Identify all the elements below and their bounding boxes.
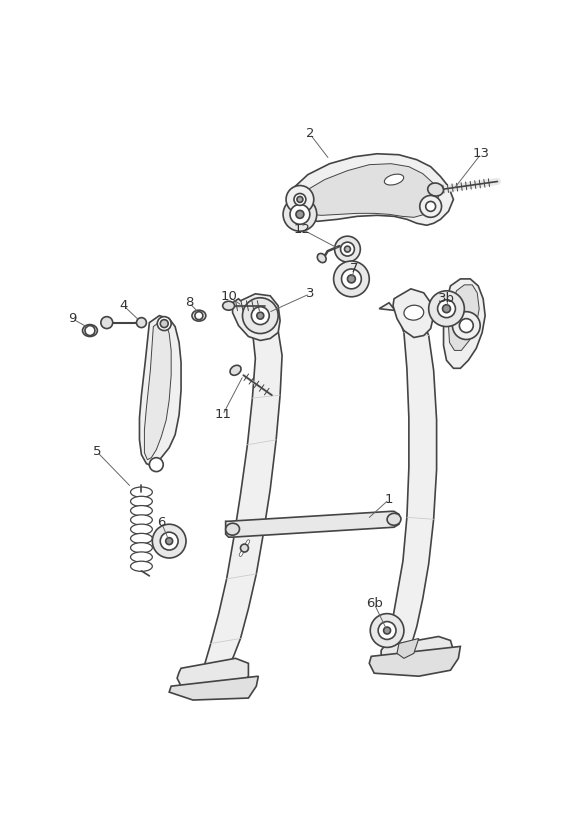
Text: 6b: 6b [366,597,382,611]
Circle shape [283,198,317,232]
Ellipse shape [131,552,152,562]
Ellipse shape [428,183,444,196]
Ellipse shape [404,305,424,321]
Text: 1: 1 [385,493,394,506]
Ellipse shape [223,302,234,310]
Ellipse shape [192,310,206,321]
Circle shape [294,194,306,205]
Polygon shape [393,289,434,338]
Text: 12: 12 [293,222,310,236]
Text: 13: 13 [473,147,490,160]
Circle shape [152,524,186,558]
Circle shape [149,457,163,471]
Circle shape [345,246,350,252]
Polygon shape [139,316,181,466]
Polygon shape [381,636,454,668]
Circle shape [420,195,441,218]
Ellipse shape [317,254,326,263]
Circle shape [160,532,178,550]
Circle shape [297,196,303,203]
Ellipse shape [131,524,152,534]
Circle shape [342,269,361,289]
Circle shape [429,291,464,326]
Circle shape [442,305,451,312]
Circle shape [384,627,391,634]
Circle shape [243,297,278,334]
Ellipse shape [131,506,152,516]
Circle shape [452,311,480,339]
Ellipse shape [131,515,152,525]
Text: 6: 6 [157,516,166,529]
Circle shape [241,544,248,552]
Circle shape [257,312,264,319]
Ellipse shape [230,365,241,375]
Ellipse shape [83,325,97,336]
Polygon shape [145,321,171,460]
Text: 10: 10 [220,290,237,303]
Circle shape [286,185,314,213]
Text: 2: 2 [305,128,314,140]
Text: 3b: 3b [438,293,455,305]
Circle shape [426,201,436,212]
Polygon shape [379,302,437,658]
Text: 7: 7 [350,263,359,275]
Text: 3: 3 [305,288,314,300]
Circle shape [290,204,310,224]
Polygon shape [369,646,461,677]
Text: 4: 4 [120,299,128,312]
Text: 9: 9 [68,312,76,325]
Circle shape [195,311,203,320]
Ellipse shape [384,174,403,185]
Text: 8: 8 [185,297,193,309]
Circle shape [101,316,113,329]
Polygon shape [177,658,248,693]
Circle shape [378,621,396,639]
Circle shape [136,317,146,328]
Polygon shape [169,677,258,700]
Ellipse shape [131,533,152,544]
Ellipse shape [248,308,268,323]
Ellipse shape [387,513,401,525]
Circle shape [347,275,356,283]
Polygon shape [201,316,282,673]
Circle shape [251,307,269,325]
Polygon shape [233,294,280,340]
Polygon shape [300,164,438,218]
Circle shape [340,242,354,256]
Circle shape [335,236,360,262]
Circle shape [459,319,473,333]
Circle shape [333,261,369,297]
Polygon shape [226,512,399,537]
Text: 11: 11 [214,409,231,422]
Ellipse shape [131,543,152,553]
Ellipse shape [226,523,240,535]
Polygon shape [444,279,485,368]
Ellipse shape [131,487,152,497]
Circle shape [370,614,404,648]
Ellipse shape [131,561,152,571]
Circle shape [166,537,173,545]
Circle shape [296,210,304,218]
Circle shape [438,300,455,317]
Circle shape [157,316,171,330]
Polygon shape [448,285,479,350]
Circle shape [85,325,95,335]
Ellipse shape [131,496,152,507]
Polygon shape [397,639,419,658]
Text: 5: 5 [93,445,101,458]
Circle shape [160,320,168,328]
Polygon shape [288,154,454,225]
